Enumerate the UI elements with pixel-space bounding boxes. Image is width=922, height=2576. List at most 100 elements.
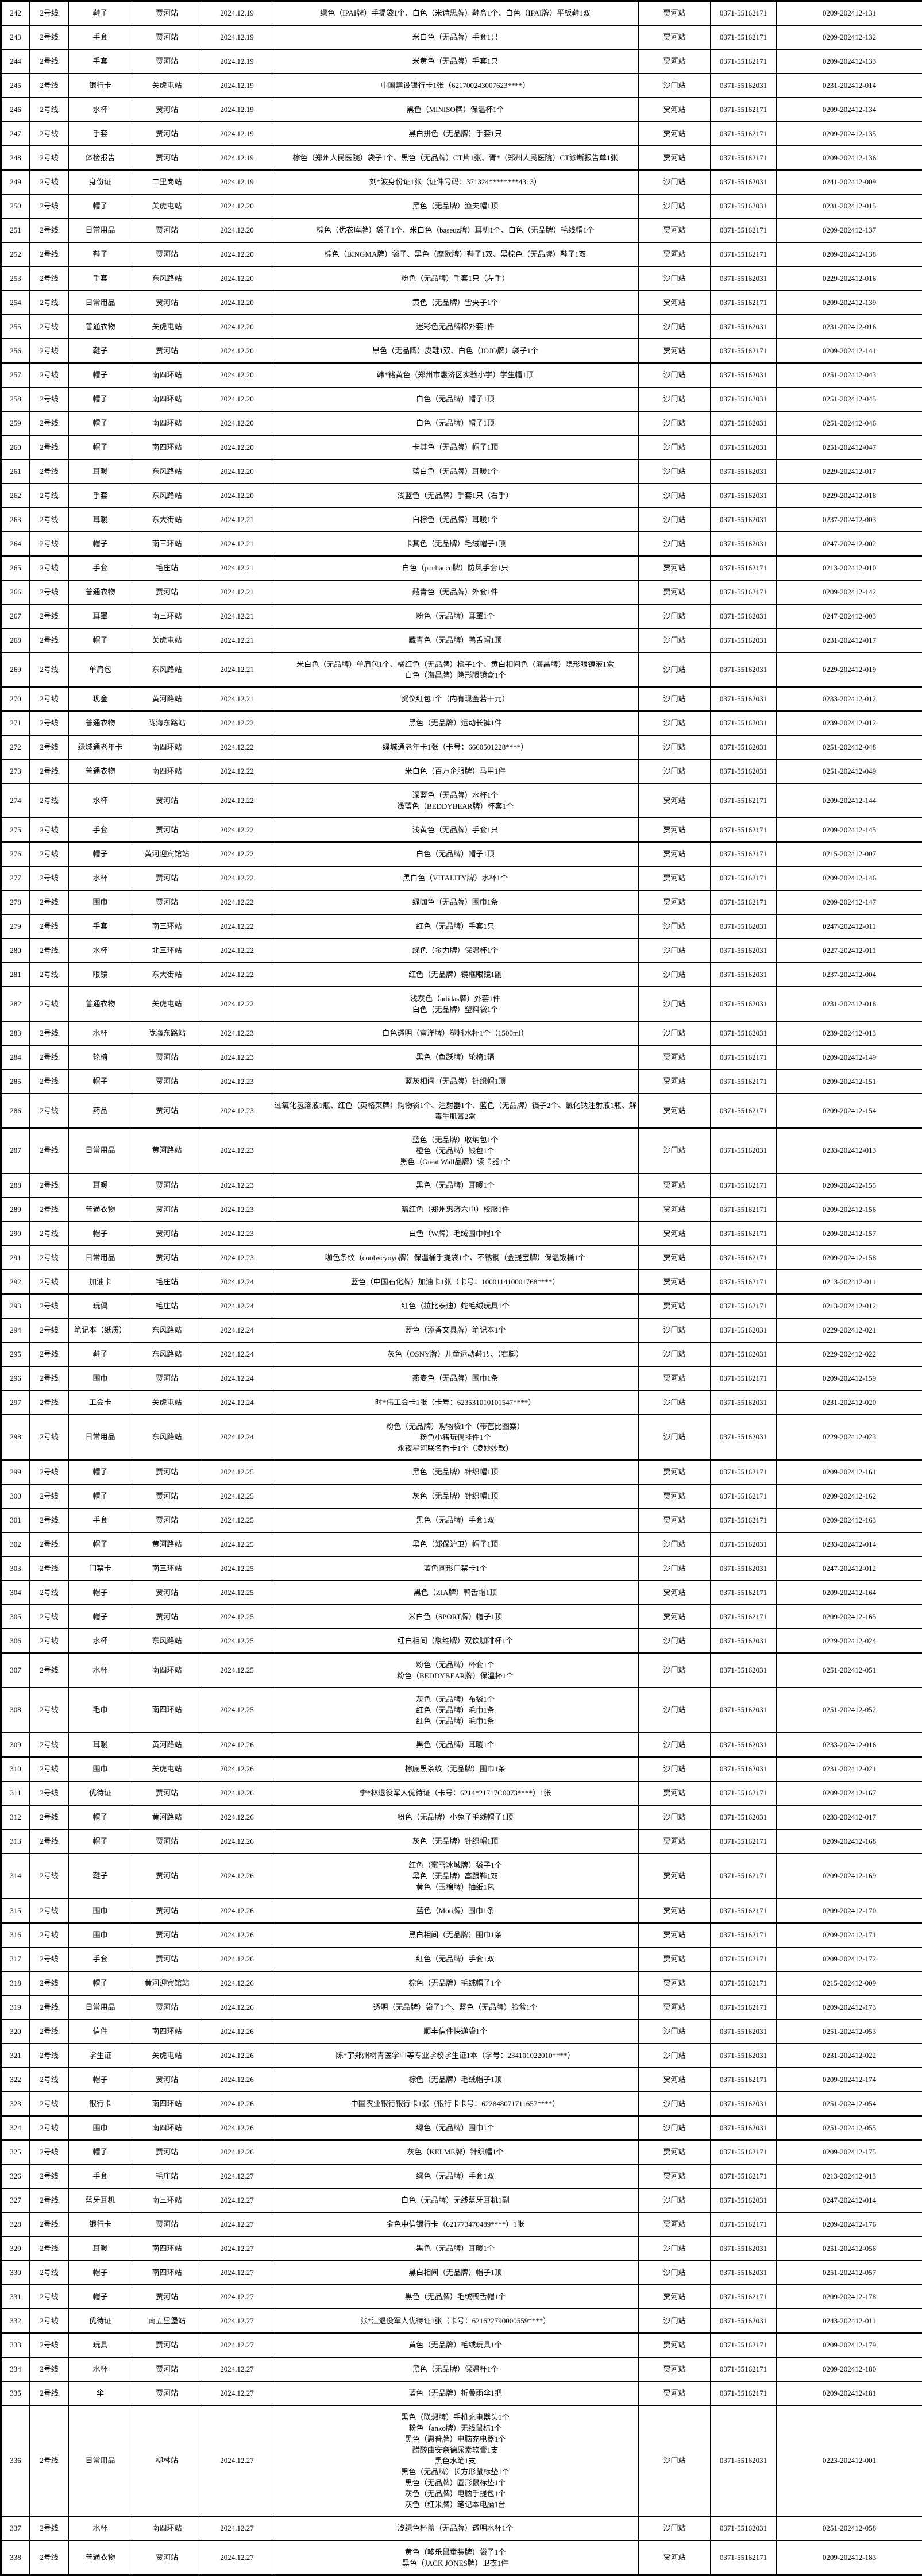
row-index-cell: 319 bbox=[1, 1995, 30, 2019]
item-description-cell: 黄色（无品牌）雪夹子1个 bbox=[272, 291, 639, 315]
item-description-line: 粉色（无品牌）手套1只（左手） bbox=[273, 273, 637, 284]
reference-number-cell: 0209-202412-163 bbox=[777, 1508, 922, 1532]
pickup-date-cell: 2024.12.27 bbox=[202, 2188, 272, 2212]
pickup-station-cell: 黄河路站 bbox=[132, 687, 202, 711]
pickup-date-cell: 2024.12.19 bbox=[202, 1, 272, 25]
reference-number-cell: 0251-202412-058 bbox=[777, 2516, 922, 2540]
item-description-line: 棕色（无品牌）毛绒帽子1个 bbox=[273, 1978, 637, 1988]
reference-number-cell: 0209-202412-135 bbox=[777, 122, 922, 146]
line-cell: 2号线 bbox=[30, 842, 69, 866]
row-index-cell: 338 bbox=[1, 2540, 30, 2575]
claim-phone-cell: 0371-55162171 bbox=[711, 98, 777, 122]
claim-phone-cell: 0371-55162171 bbox=[711, 1198, 777, 1222]
item-description-line: 白色透明（富洋牌）塑料水杯1个（1500ml） bbox=[273, 1028, 637, 1038]
row-index-cell: 333 bbox=[1, 2333, 30, 2357]
item-description-line: 黑色（MINISO牌）保温杯1个 bbox=[273, 104, 637, 115]
item-category-cell: 身份证 bbox=[69, 170, 132, 194]
claim-phone-cell: 0371-55162031 bbox=[711, 459, 777, 484]
reference-number-cell: 0209-202412-168 bbox=[777, 1829, 922, 1853]
row-index-cell: 258 bbox=[1, 387, 30, 411]
row-index-cell: 297 bbox=[1, 1391, 30, 1415]
claim-phone-cell: 0371-55162031 bbox=[711, 711, 777, 735]
item-description-cell: 黑色（无品牌）运动长裤1件 bbox=[272, 711, 639, 735]
item-category-cell: 帽子 bbox=[69, 2261, 132, 2285]
item-description-cell: 黑色（无品牌）耳暖1个 bbox=[272, 2237, 639, 2261]
reference-number-cell: 0209-202412-169 bbox=[777, 1853, 922, 1899]
reference-number-cell: 0251-202412-048 bbox=[777, 735, 922, 759]
pickup-date-cell: 2024.12.22 bbox=[202, 866, 272, 890]
row-index-cell: 304 bbox=[1, 1581, 30, 1605]
claim-station-cell: 沙门站 bbox=[639, 914, 711, 939]
pickup-station-cell: 贾河站 bbox=[132, 866, 202, 890]
item-description-line: 时*伟工会卡1张（卡号：623531010101547****） bbox=[273, 1397, 637, 1408]
item-description-cell: 粉色（无品牌）耳罩1个 bbox=[272, 604, 639, 628]
item-description-cell: 黑色（鱼跃牌）轮椅1辆 bbox=[272, 1045, 639, 1069]
row-index-cell: 248 bbox=[1, 146, 30, 170]
item-description-cell: 暗红色（郑州惠济六中）校服1件 bbox=[272, 1198, 639, 1222]
pickup-station-cell: 贾河站 bbox=[132, 1899, 202, 1923]
item-category-cell: 手套 bbox=[69, 484, 132, 508]
row-index-cell: 286 bbox=[1, 1094, 30, 1128]
item-description-line: 白色（无品牌）塑料袋1个 bbox=[273, 1004, 637, 1015]
item-description-cell: 黑色（ZIA牌）鸭舌帽1顶 bbox=[272, 1581, 639, 1605]
item-description-line: 浅灰色（adidas牌）外套1件 bbox=[273, 993, 637, 1004]
pickup-date-cell: 2024.12.20 bbox=[202, 435, 272, 459]
item-category-cell: 鞋子 bbox=[69, 1, 132, 25]
pickup-date-cell: 2024.12.22 bbox=[202, 987, 272, 1021]
claim-station-cell: 贾河站 bbox=[639, 1923, 711, 1947]
pickup-date-cell: 2024.12.26 bbox=[202, 2140, 272, 2164]
pickup-date-cell: 2024.12.27 bbox=[202, 2516, 272, 2540]
reference-number-cell: 0231-202412-017 bbox=[777, 628, 922, 652]
item-description-line: 粉色小猪玩偶挂件1个 bbox=[273, 1432, 637, 1443]
line-cell: 2号线 bbox=[30, 2285, 69, 2309]
pickup-station-cell: 贾河站 bbox=[132, 1853, 202, 1899]
item-description-line: 迷彩色无品牌棉外套1件 bbox=[273, 321, 637, 332]
line-cell: 2号线 bbox=[30, 1532, 69, 1557]
claim-station-cell: 贾河站 bbox=[639, 1222, 711, 1246]
claim-station-cell: 沙门站 bbox=[639, 170, 711, 194]
pickup-date-cell: 2024.12.25 bbox=[202, 1687, 272, 1733]
item-category-cell: 水杯 bbox=[69, 98, 132, 122]
line-cell: 2号线 bbox=[30, 1829, 69, 1853]
claim-station-cell: 贾河站 bbox=[639, 2381, 711, 2405]
claim-phone-cell: 0371-55162171 bbox=[711, 1222, 777, 1246]
pickup-station-cell: 贾河站 bbox=[132, 1198, 202, 1222]
claim-station-cell: 沙门站 bbox=[639, 2516, 711, 2540]
claim-station-cell: 贾河站 bbox=[639, 242, 711, 267]
item-description-line: 黑色（无品牌）运动长裤1件 bbox=[273, 717, 637, 728]
reference-number-cell: 0229-202412-024 bbox=[777, 1629, 922, 1653]
reference-number-cell: 0233-202412-014 bbox=[777, 1532, 922, 1557]
row-index-cell: 266 bbox=[1, 580, 30, 604]
pickup-station-cell: 贾河站 bbox=[132, 25, 202, 49]
line-cell: 2号线 bbox=[30, 1366, 69, 1391]
item-category-cell: 帽子 bbox=[69, 532, 132, 556]
claim-phone-cell: 0371-55162031 bbox=[711, 914, 777, 939]
pickup-station-cell: 南四环站 bbox=[132, 363, 202, 387]
reference-number-cell: 0209-202412-181 bbox=[777, 2381, 922, 2405]
line-cell: 2号线 bbox=[30, 1687, 69, 1733]
row-index-cell: 296 bbox=[1, 1366, 30, 1391]
item-description-cell: 棕底黑条纹（无品牌）围巾1条 bbox=[272, 1757, 639, 1781]
line-cell: 2号线 bbox=[30, 1853, 69, 1899]
claim-station-cell: 贾河站 bbox=[639, 146, 711, 170]
row-index-cell: 301 bbox=[1, 1508, 30, 1532]
row-index-cell: 291 bbox=[1, 1246, 30, 1270]
reference-number-cell: 0209-202412-159 bbox=[777, 1366, 922, 1391]
item-category-cell: 围巾 bbox=[69, 2116, 132, 2140]
claim-phone-cell: 0371-55162171 bbox=[711, 2333, 777, 2357]
claim-phone-cell: 0371-55162031 bbox=[711, 1687, 777, 1733]
claim-station-cell: 贾河站 bbox=[639, 1366, 711, 1391]
pickup-date-cell: 2024.12.19 bbox=[202, 25, 272, 49]
line-cell: 2号线 bbox=[30, 1899, 69, 1923]
